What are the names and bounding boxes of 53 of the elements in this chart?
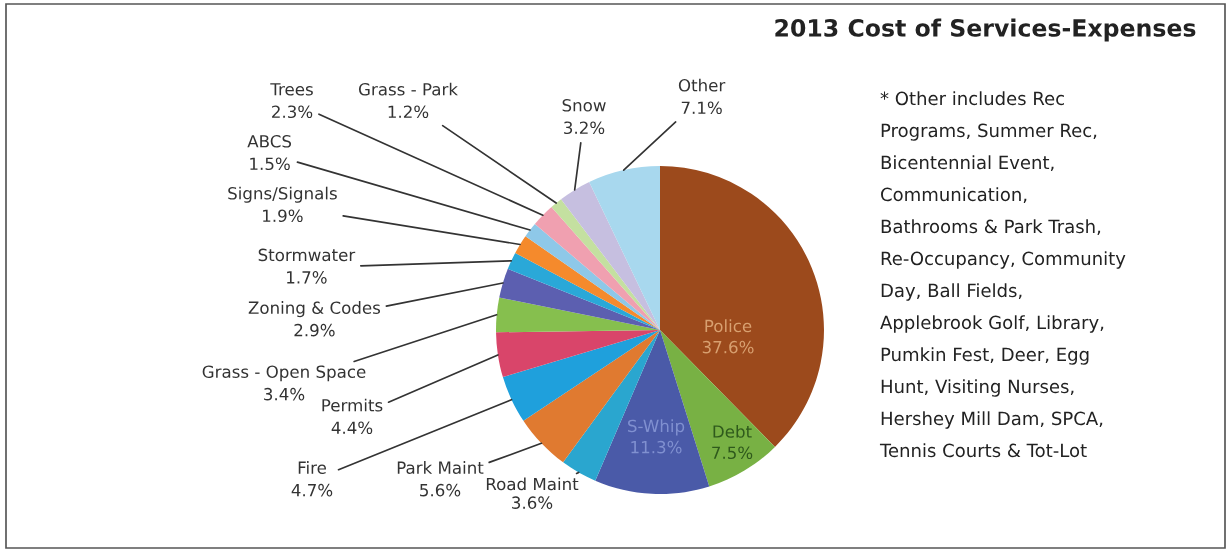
text: Applebrook Golf, Library,	[880, 315, 1104, 333]
text: Communication,	[881, 187, 1027, 204]
text: * Other includes Rec	[880, 91, 1064, 106]
data-label: 3.4%	[264, 387, 305, 401]
data-label: 37.6%	[702, 340, 754, 354]
data-label: 7.1%	[681, 101, 722, 115]
text: Programs, Summer Rec,	[881, 123, 1097, 141]
data-label: 3.6%	[512, 496, 553, 509]
text: Pumkin Fest, Deer, Egg	[881, 347, 1089, 365]
data-label: 5.6%	[420, 483, 461, 497]
pie-slice	[534, 207, 660, 330]
text: Hunt, Visiting Nurses,	[881, 379, 1074, 397]
slice-label: Debt	[713, 424, 752, 438]
data-label: 4.7%	[291, 483, 333, 497]
slice-label: Signs/Signals	[228, 186, 337, 203]
pie-slice	[499, 268, 660, 330]
slice-label: Zoning & Codes	[248, 301, 381, 318]
data-label: 1.5%	[250, 157, 290, 171]
pie-slice	[515, 236, 660, 330]
slice-label: Other	[678, 78, 726, 92]
slice-label: Snow	[562, 99, 606, 112]
data-label: 1.2%	[388, 105, 429, 119]
text: Bathrooms & Park Trash,	[881, 219, 1101, 236]
pie-slice	[561, 182, 660, 330]
data-label: 2.9%	[294, 323, 335, 337]
data-label: 1.7%	[287, 271, 327, 284]
pie-slice	[507, 252, 660, 330]
data-label: 1.9%	[263, 209, 303, 223]
text: Hershey Mill Dam, SPCA,	[881, 411, 1103, 429]
data-label: 7.5%	[712, 446, 753, 460]
slice-label: Road Maint	[486, 477, 579, 491]
pie-slice	[496, 330, 660, 378]
slice-label: Police	[705, 319, 752, 333]
pie-slice	[525, 223, 660, 330]
text: Bicentennial Event,	[881, 155, 1054, 172]
pie-slice	[502, 330, 660, 421]
text: 2013 Cost of Services-Expenses	[775, 18, 1196, 42]
text: Tennis Courts & Tot-Lot	[879, 443, 1087, 458]
slice-label: Grass - Park	[358, 82, 458, 96]
pie-slice	[496, 297, 660, 333]
text: Re-Occupancy, Community	[881, 251, 1126, 269]
text: Day, Ball Fields,	[881, 283, 1022, 301]
data-label: 4.4%	[331, 421, 373, 435]
slice-label: ABCS	[247, 135, 292, 148]
data-label: 3.2%	[564, 121, 605, 135]
slice-label: Stormwater	[258, 248, 356, 262]
slice-label: Park Maint	[397, 461, 484, 474]
pie-slice	[589, 166, 660, 330]
slice-label: Trees	[270, 83, 313, 96]
slice-label: Permits	[322, 398, 383, 412]
data-label: 2.3%	[272, 105, 313, 119]
slice-label: Fire	[298, 461, 326, 474]
slice-label: Grass - Open Space	[202, 365, 366, 382]
